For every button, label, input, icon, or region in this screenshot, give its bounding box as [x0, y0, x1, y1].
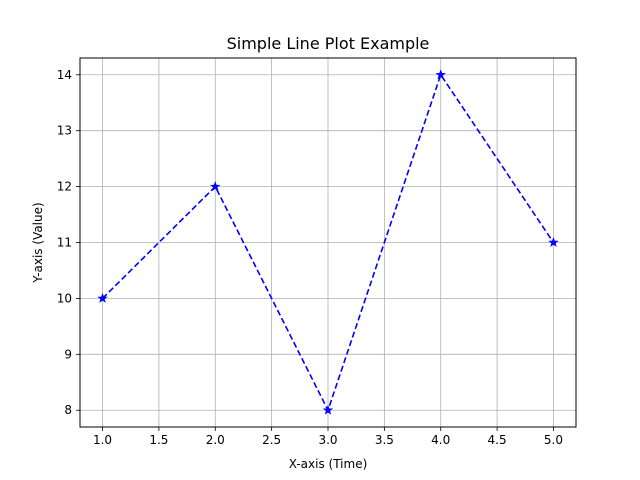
x-tick-label: 1.0 — [93, 433, 112, 447]
y-tick-label: 14 — [57, 68, 72, 82]
y-tick-label: 9 — [64, 347, 72, 361]
data-point-marker — [548, 237, 559, 247]
data-point-marker — [435, 69, 446, 80]
x-tick-label: 5.0 — [544, 433, 563, 447]
data-point-marker — [210, 181, 221, 192]
x-tick-label: 1.5 — [149, 433, 168, 447]
series-layer — [97, 69, 559, 415]
data-point-marker — [97, 292, 108, 303]
y-axis-label: Y-axis (Value) — [31, 202, 45, 283]
chart-title: Simple Line Plot Example — [227, 34, 430, 53]
grid — [80, 58, 576, 427]
data-point-marker — [322, 404, 334, 415]
y-tick-label: 8 — [64, 403, 72, 417]
x-tick-label: 2.5 — [262, 433, 281, 447]
x-tick-label: 3.0 — [318, 433, 337, 447]
x-axis-ticks: 1.0 1.5 2.0 2.5 3.0 3.5 4.0 4.5 5.0 — [93, 427, 563, 447]
x-tick-label: 4.5 — [488, 433, 507, 447]
y-axis-ticks: 8 9 10 11 12 13 14 — [57, 68, 80, 417]
y-tick-label: 10 — [57, 291, 72, 305]
x-tick-label: 2.0 — [206, 433, 225, 447]
x-axis-label: X-axis (Time) — [289, 457, 368, 471]
y-tick-label: 12 — [57, 180, 72, 194]
y-tick-label: 13 — [57, 124, 72, 138]
y-tick-label: 11 — [57, 236, 72, 250]
x-tick-label: 4.0 — [431, 433, 450, 447]
x-tick-label: 3.5 — [375, 433, 394, 447]
